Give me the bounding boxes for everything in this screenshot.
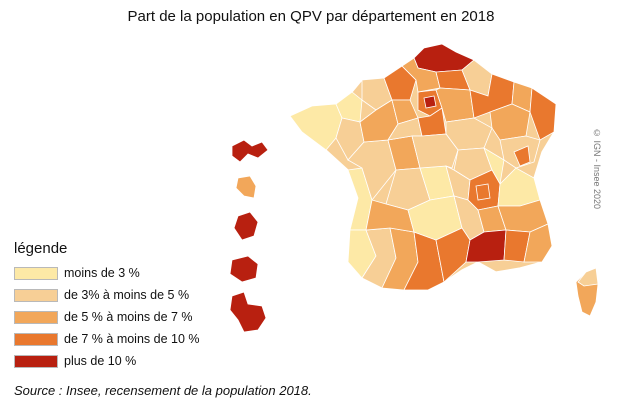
department-region	[335, 91, 363, 123]
legend-swatch	[14, 354, 58, 368]
legend-label: de 3% à moins de 5 %	[64, 288, 190, 302]
martinique	[235, 175, 257, 199]
department-region	[411, 133, 459, 169]
legend-item: de 3% à moins de 5 %	[14, 284, 200, 306]
guadeloupe	[231, 139, 269, 163]
legend-label: de 7 % à moins de 10 %	[64, 332, 200, 346]
department-region	[513, 145, 531, 167]
copyright-credit: © IGN - Insee 2020	[592, 128, 602, 210]
legend-swatch	[14, 266, 58, 280]
department-region	[489, 103, 531, 141]
legend-swatch	[14, 310, 58, 324]
map-title: Part de la population en QPV par départe…	[127, 8, 495, 25]
department-region	[475, 183, 491, 201]
legend-label: plus de 10 %	[64, 354, 137, 368]
departments	[289, 43, 557, 291]
guyane	[233, 211, 259, 241]
legend-swatch	[14, 332, 58, 346]
mayotte	[229, 291, 267, 333]
department-region	[417, 107, 447, 137]
legend-item: plus de 10 %	[14, 350, 200, 372]
source-note: Source : Insee, recensement de la popula…	[14, 383, 312, 398]
department-region	[529, 87, 557, 141]
legend-swatch	[14, 288, 58, 302]
legend-label: de 5 % à moins de 7 %	[64, 310, 193, 324]
department-region	[383, 65, 417, 101]
legend: légende moins de 3 % de 3% à moins de 5 …	[14, 240, 200, 372]
la-reunion	[229, 255, 259, 283]
legend-item: de 7 % à moins de 10 %	[14, 328, 200, 350]
legend-label: moins de 3 %	[64, 266, 140, 280]
department-region	[423, 95, 437, 109]
department-region	[523, 223, 553, 263]
corsica-north	[577, 267, 599, 287]
legend-item: moins de 3 %	[14, 262, 200, 284]
legend-title: légende	[14, 240, 68, 257]
legend-item: de 5 % à moins de 7 %	[14, 306, 200, 328]
